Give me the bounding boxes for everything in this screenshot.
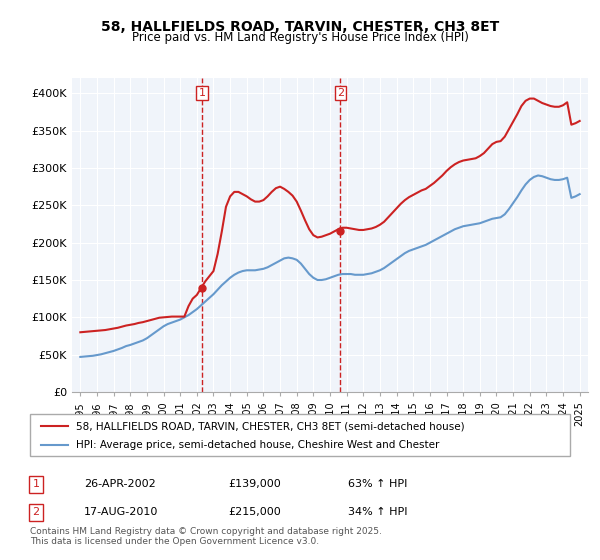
FancyBboxPatch shape: [30, 414, 570, 456]
Text: Price paid vs. HM Land Registry's House Price Index (HPI): Price paid vs. HM Land Registry's House …: [131, 31, 469, 44]
Text: Contains HM Land Registry data © Crown copyright and database right 2025.
This d: Contains HM Land Registry data © Crown c…: [30, 526, 382, 546]
Text: 26-APR-2002: 26-APR-2002: [84, 479, 156, 489]
Text: 34% ↑ HPI: 34% ↑ HPI: [348, 507, 407, 517]
Text: 63% ↑ HPI: 63% ↑ HPI: [348, 479, 407, 489]
Text: 1: 1: [32, 479, 40, 489]
Text: 17-AUG-2010: 17-AUG-2010: [84, 507, 158, 517]
Text: HPI: Average price, semi-detached house, Cheshire West and Chester: HPI: Average price, semi-detached house,…: [76, 440, 439, 450]
Text: 2: 2: [337, 88, 344, 98]
Text: 1: 1: [199, 88, 206, 98]
Text: £215,000: £215,000: [228, 507, 281, 517]
Text: 2: 2: [32, 507, 40, 517]
Text: £139,000: £139,000: [228, 479, 281, 489]
Text: 58, HALLFIELDS ROAD, TARVIN, CHESTER, CH3 8ET: 58, HALLFIELDS ROAD, TARVIN, CHESTER, CH…: [101, 20, 499, 34]
Text: 58, HALLFIELDS ROAD, TARVIN, CHESTER, CH3 8ET (semi-detached house): 58, HALLFIELDS ROAD, TARVIN, CHESTER, CH…: [76, 421, 464, 431]
